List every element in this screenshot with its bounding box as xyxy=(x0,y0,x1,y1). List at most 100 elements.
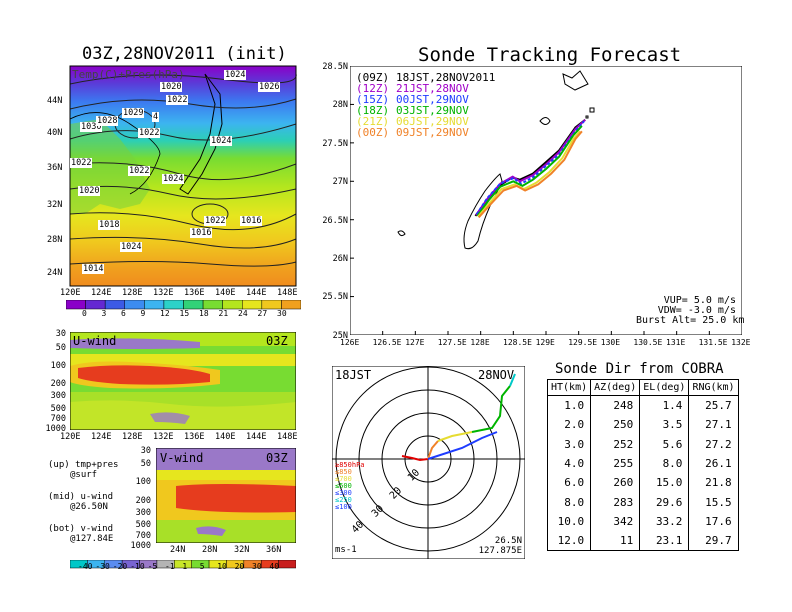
table-row: 1.0 248 1.4 25.7 xyxy=(546,395,739,416)
pressure-tick: 500 xyxy=(135,520,151,530)
isobar-label: 1024 xyxy=(224,70,247,80)
polar-track-segment xyxy=(427,431,498,460)
colorbar-segment xyxy=(183,300,204,310)
u-wind-label: U-wind xyxy=(73,334,117,348)
colorbar-segment xyxy=(261,300,282,310)
lon-tick: 129E xyxy=(535,338,555,347)
lon-tick: 127E xyxy=(405,338,425,347)
burst-alt-text: Burst Alt= 25.0 km xyxy=(636,315,745,326)
lon-tick: 124E xyxy=(91,432,112,442)
lon-tick: 136E xyxy=(184,432,205,442)
map-lon-tick: 120E xyxy=(60,288,81,298)
lon-tick: 131.5E xyxy=(698,338,728,347)
tracking-title: Sonde Tracking Forecast xyxy=(418,44,682,66)
tracking-map xyxy=(350,66,742,335)
colorbar-segment xyxy=(124,300,145,310)
sonde-table: HT(km) AZ(deg) EL(deg) RNG(km) 1.0 248 1.4 25.… xyxy=(546,379,739,552)
table-cell: 27.1 xyxy=(688,415,739,435)
table-row: 8.0 283 29.6 15.5 xyxy=(546,492,739,512)
colorbar-segment xyxy=(222,300,243,310)
colorbar-label: 6 xyxy=(121,309,126,318)
lat-tick: 26N xyxy=(332,254,348,264)
sonde-table-title: Sonde Dir from COBRA xyxy=(555,361,724,377)
map-lon-tick: 128E xyxy=(122,288,143,298)
pressure-legend-entry: ≤300 xyxy=(335,489,352,497)
lon-tick: 148E xyxy=(277,432,298,442)
colorbar-label: 3 xyxy=(101,309,107,318)
polar-track xyxy=(401,373,516,462)
table-header: AZ(deg) xyxy=(590,379,641,396)
lat-tick: 28N xyxy=(202,545,218,555)
v-wind-time: 03Z xyxy=(266,451,288,465)
coastline xyxy=(69,112,161,195)
pressure-legend-entry: ≤850 xyxy=(335,468,352,476)
table-cell: 25.7 xyxy=(688,395,739,416)
pressure-legend-entry: ≥850hPa xyxy=(335,461,365,469)
v-wind-label: V-wind xyxy=(160,451,204,465)
lon-tick: 140E xyxy=(215,432,236,442)
v-wind-panel xyxy=(156,448,296,543)
polar-track-segment xyxy=(509,373,516,387)
legend-entry: (09Z) 18JST,28NOV2011 xyxy=(356,71,496,84)
table-cell: 23.1 xyxy=(639,531,690,552)
table-cell: 21.8 xyxy=(688,473,739,493)
table-cell: 255 xyxy=(590,453,641,474)
track-line xyxy=(477,130,583,219)
pressure-tick: 500 xyxy=(50,404,66,414)
map-lon-tick: 136E xyxy=(184,288,205,298)
colorbar-segment xyxy=(144,300,165,310)
track-line xyxy=(476,125,583,217)
isobar-label: 1020 xyxy=(78,186,101,196)
pressure-tick: 300 xyxy=(135,508,151,518)
lon-tick: 130E xyxy=(600,338,621,347)
lat-tick: 28N xyxy=(332,100,348,111)
pressure-tick: 200 xyxy=(135,496,151,506)
table-cell: 342 xyxy=(590,511,641,532)
isobar-label: 1030 xyxy=(80,122,103,132)
table-cell: 8.0 xyxy=(639,453,690,474)
colorbar-segment xyxy=(85,300,106,310)
table-cell: 5.6 xyxy=(639,434,690,454)
colorbar-segment xyxy=(104,300,126,310)
track-line xyxy=(477,130,581,218)
lat-tick: 27.5N xyxy=(322,138,348,149)
colorbar-label: 18 xyxy=(199,309,209,318)
lon-tick: 126.5E xyxy=(372,338,402,347)
lon-tick: 131E xyxy=(666,338,686,347)
isobar-label: 1029 xyxy=(122,108,145,118)
pressure-tick: 100 xyxy=(50,361,66,371)
polar-track-segment xyxy=(437,431,473,442)
japan-coastline xyxy=(179,73,223,195)
colorbar-segment xyxy=(202,300,223,310)
tracking-params: VUP= 5.0 m/s VDW= -3.0 m/s Burst Alt= 25… xyxy=(636,295,745,326)
colorbar-label: 24 xyxy=(238,309,248,318)
pressure-legend-entry: ≤100 xyxy=(335,503,352,511)
map-lat-tick: 32N xyxy=(47,200,63,210)
note-mid: (mid) u-wind @26.50N xyxy=(48,492,114,512)
colorbar-label: -30 xyxy=(95,562,110,571)
colorbar-label: 40 xyxy=(269,562,280,571)
isobar-label: 1028 xyxy=(96,116,119,126)
polar-track-segment xyxy=(427,440,439,460)
pressure-tick: 100 xyxy=(135,477,151,487)
pressure-legend-entry: ≤700 xyxy=(335,475,352,483)
lat-tick: 36N xyxy=(266,545,282,555)
table-row: 6.0 260 15.0 21.8 xyxy=(546,473,739,493)
track-lines xyxy=(474,119,586,219)
table-row: 10.0 342 33.2 17.6 xyxy=(546,511,739,532)
pressure-tick: 50 xyxy=(55,343,66,353)
polar-track-segment xyxy=(401,455,429,462)
table-cell: 11 xyxy=(590,531,641,552)
colorbar-label: -1 xyxy=(165,562,175,571)
lon-tick: 129.5E xyxy=(568,338,598,347)
colorbar-label: -40 xyxy=(78,562,93,571)
lon-tick: 132E xyxy=(153,432,174,442)
table-cell: 4.0 xyxy=(546,453,592,474)
note-up: (up) tmp+pres @surf xyxy=(48,460,119,480)
temperature-colorbar xyxy=(66,300,301,310)
legend-entry: (21Z) 06JST,29NOV xyxy=(356,115,469,128)
table-cell: 2.0 xyxy=(546,415,592,435)
polar-rings xyxy=(332,366,525,559)
table-cell: 1.4 xyxy=(639,395,690,416)
vup-text: VUP= 5.0 m/s xyxy=(663,295,736,306)
